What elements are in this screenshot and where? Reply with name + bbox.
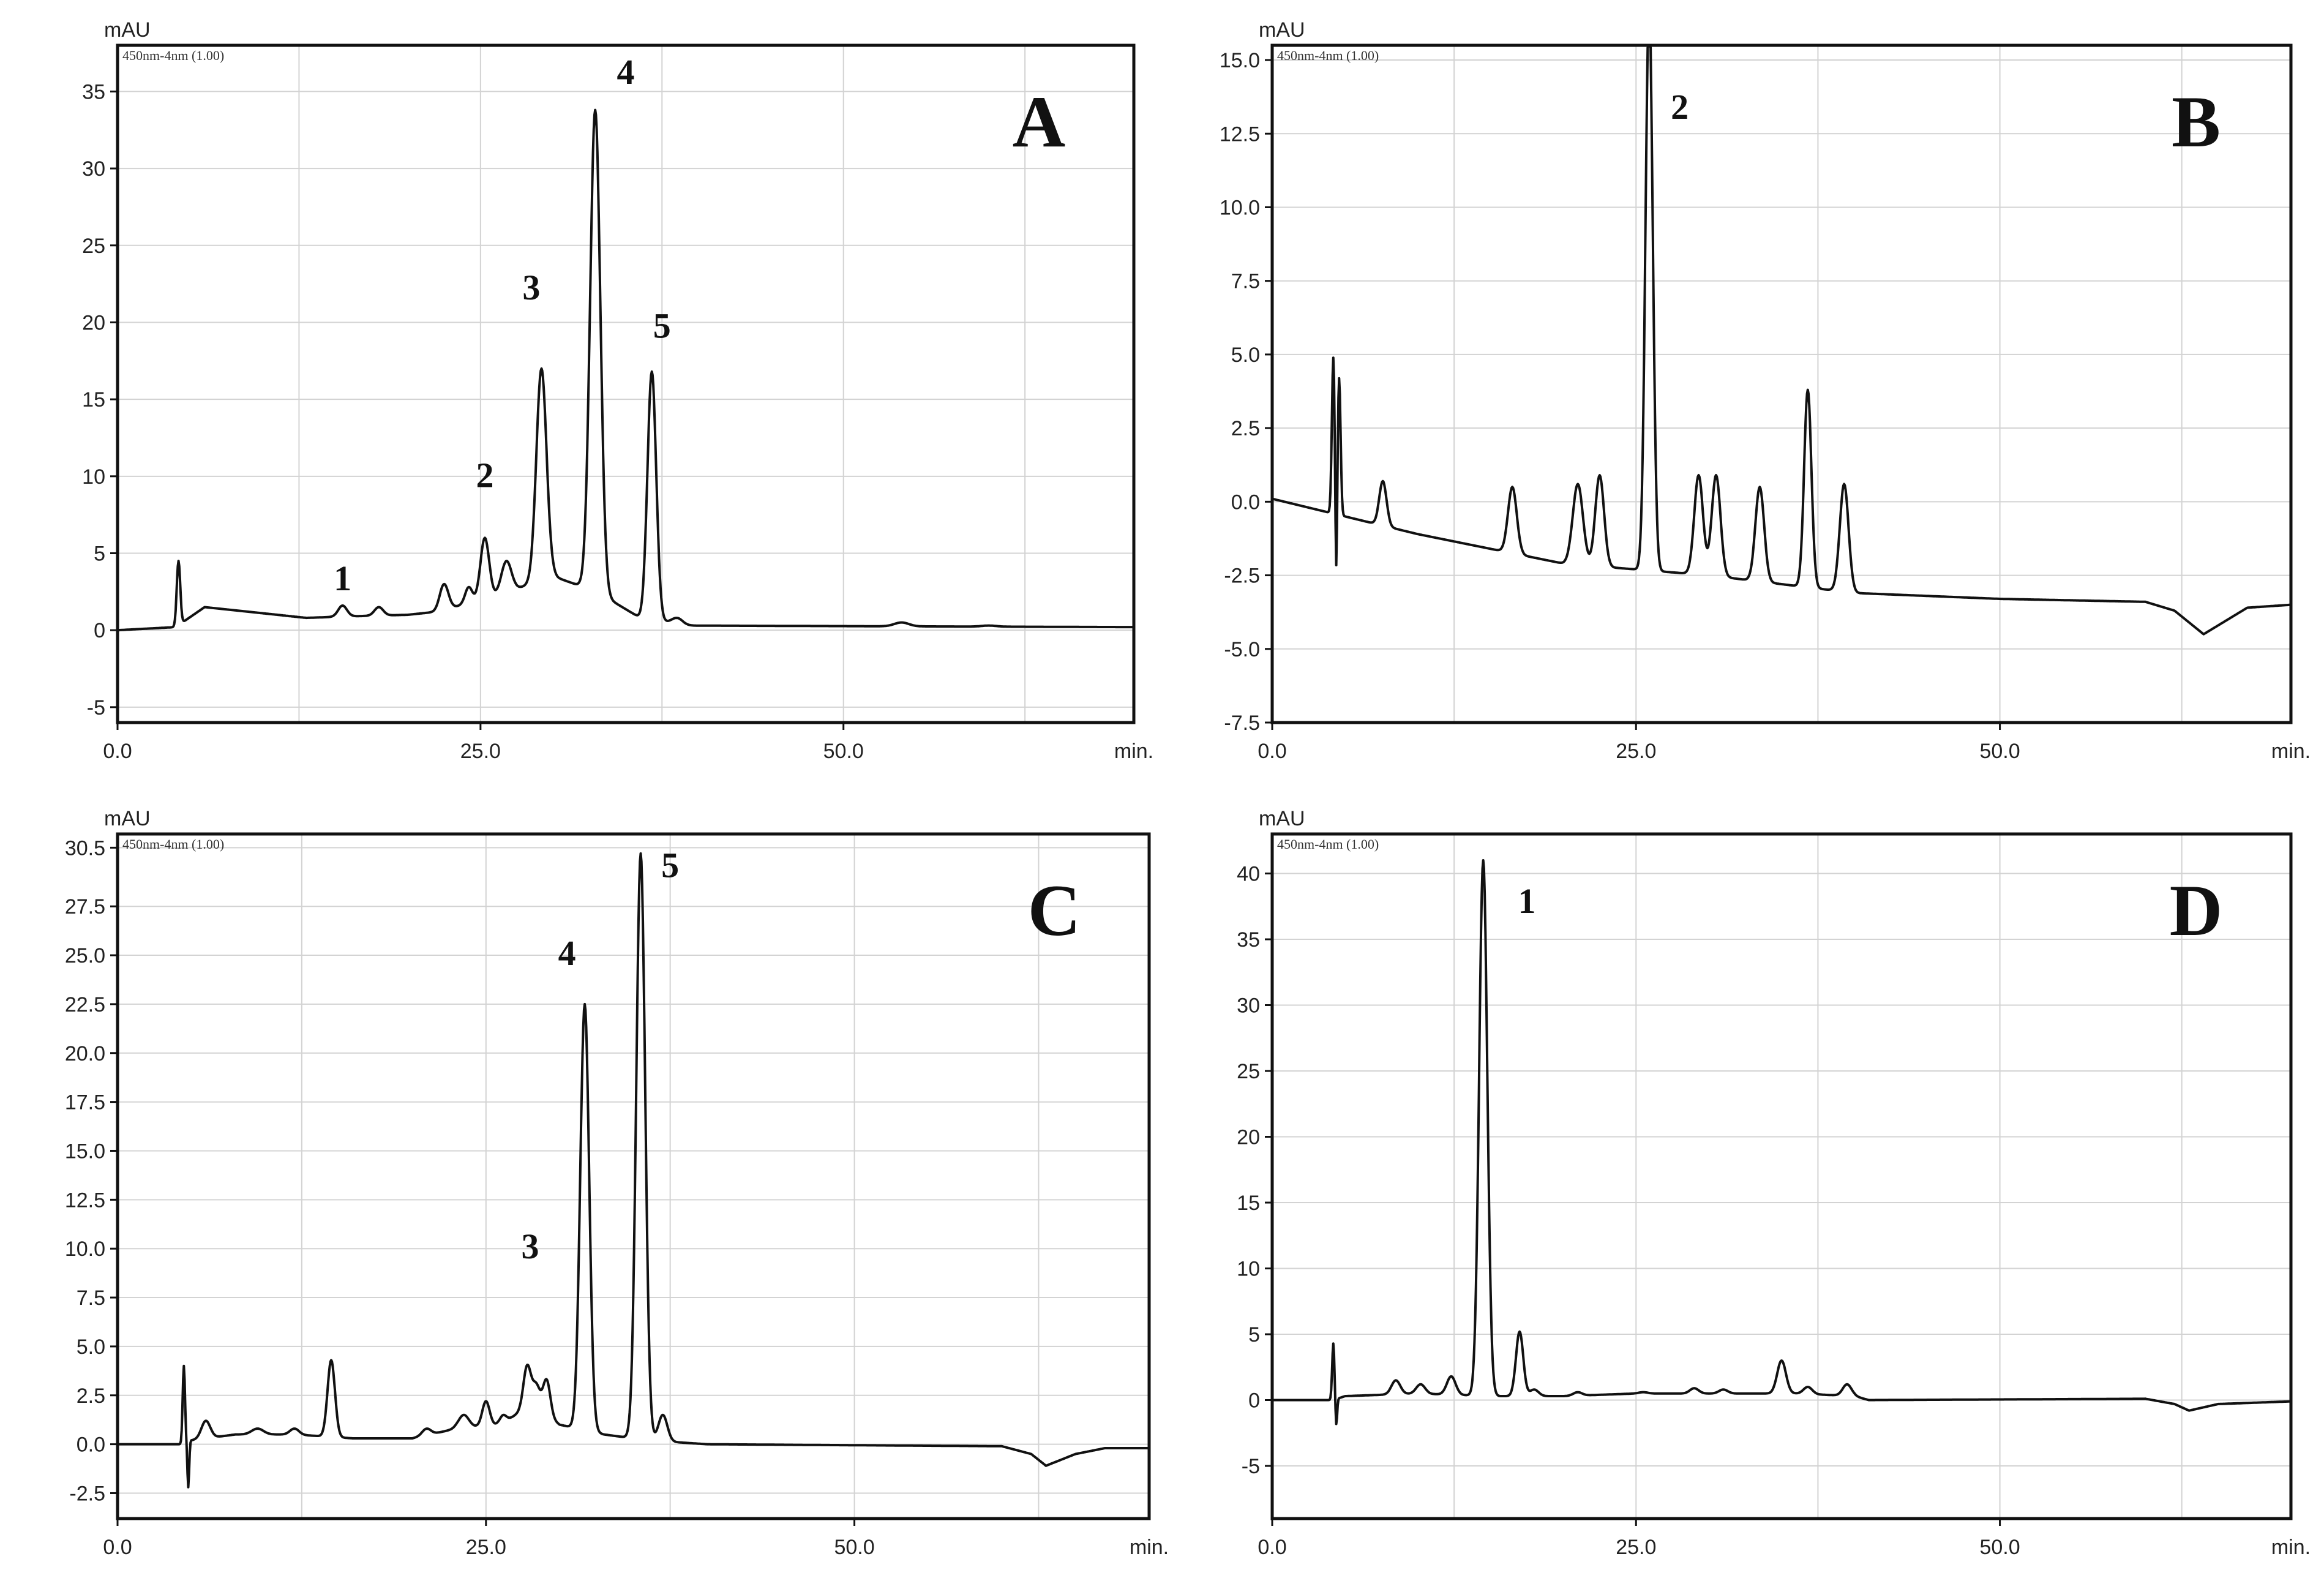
y-tick-label: 30 <box>82 157 105 181</box>
y-tick-label: 35 <box>1237 928 1260 952</box>
peak-label: 5 <box>653 306 671 346</box>
y-tick-label: 15.0 <box>65 1140 105 1163</box>
y-tick-label: 15 <box>82 388 105 411</box>
detector-header: 450nm-4nm (1.00) <box>122 48 224 63</box>
y-tick-label: 10.0 <box>65 1238 105 1261</box>
y-tick-label: 35 <box>82 80 105 103</box>
y-tick-label: 5 <box>94 543 105 566</box>
y-tick-label: 12.5 <box>1220 122 1260 146</box>
y-axis-unit: mAU <box>1259 807 1305 830</box>
y-tick-label: 0.0 <box>77 1433 105 1457</box>
y-tick-label: 22.5 <box>65 993 105 1016</box>
y-tick-label: 30.5 <box>65 836 105 860</box>
panel-c: -2.5 0.0 2.5 5.0 7.5 10.0 12.5 15.0 17.5 20.0 22.5… <box>65 807 1169 1559</box>
x-tick-label: 0.0 <box>1258 740 1286 763</box>
panel-letter: A <box>1013 81 1066 162</box>
y-tick-label: -2.5 <box>69 1482 105 1505</box>
chromatogram-trace <box>117 108 1134 632</box>
peak-label: 1 <box>1518 881 1536 921</box>
plot-frame <box>116 832 1151 1520</box>
y-tick-label: 27.5 <box>65 895 105 918</box>
peak-label: 1 <box>334 558 351 598</box>
x-axis-unit: min. <box>1114 740 1153 763</box>
y-tick-label: -5 <box>87 696 105 719</box>
y-tick-label: 0 <box>94 619 105 642</box>
peak-label: 2 <box>476 455 493 495</box>
chromatogram-trace <box>1272 859 2292 1425</box>
x-tick-label: 50.0 <box>834 1536 874 1559</box>
y-tick-label: 20 <box>1237 1126 1260 1149</box>
detector-header: 450nm-4nm (1.00) <box>122 836 224 852</box>
panel-b: -7.5 -5.0 -2.5 0.0 2.5 5.0 7.5 10.0 12.5 15.0 0.0 2… <box>1220 18 2311 763</box>
y-tick-label: 20 <box>82 311 105 334</box>
x-axis-unit: min. <box>1130 1536 1169 1559</box>
y-tick-label: 30 <box>1237 994 1260 1018</box>
y-tick-label: 25.0 <box>65 944 105 967</box>
y-tick-label: 25 <box>82 235 105 258</box>
y-tick-label: 0 <box>1248 1389 1260 1413</box>
y-tick-label: 10 <box>1237 1258 1260 1281</box>
peak-label: 5 <box>661 845 679 885</box>
panel-letter: B <box>2172 81 2221 162</box>
y-tick-label: 25 <box>1237 1060 1260 1083</box>
y-tick-label: 7.5 <box>77 1286 105 1310</box>
panel-letter: C <box>1028 870 1081 951</box>
y-tick-label: 20.0 <box>65 1042 105 1065</box>
x-tick-label: 25.0 <box>460 740 501 763</box>
y-tick-label: 17.5 <box>65 1091 105 1114</box>
y-axis-unit: mAU <box>104 807 151 830</box>
peak-label: 3 <box>522 1226 539 1266</box>
y-tick-label: 12.5 <box>65 1189 105 1212</box>
x-axis-unit: min. <box>2271 1536 2311 1559</box>
x-tick-label: 0.0 <box>1258 1536 1286 1559</box>
y-tick-label: 2.5 <box>77 1384 105 1408</box>
y-tick-label: -7.5 <box>1224 712 1260 735</box>
y-tick-label: 5.0 <box>77 1335 105 1359</box>
y-axis-unit: mAU <box>1259 18 1305 42</box>
peak-label: 4 <box>558 933 576 973</box>
x-tick-label: 25.0 <box>466 1536 506 1559</box>
y-tick-label: 0.0 <box>1231 490 1260 514</box>
y-tick-label: 7.5 <box>1231 270 1260 293</box>
peak-label: 2 <box>1671 87 1689 127</box>
y-tick-label: 15 <box>1237 1192 1260 1215</box>
y-tick-label: 5 <box>1248 1323 1260 1347</box>
x-tick-label: 0.0 <box>103 1536 132 1559</box>
panel-d: -5 0 5 10 15 20 25 30 35 40 0.0 25.0 50.0 min. mAU 450n… <box>1237 807 2311 1559</box>
y-tick-label: 10 <box>82 465 105 489</box>
x-tick-label: 50.0 <box>823 740 864 763</box>
detector-header: 450nm-4nm (1.00) <box>1277 48 1379 63</box>
plot-frame <box>1270 832 2293 1520</box>
y-tick-label: 40 <box>1237 863 1260 886</box>
panel-letter: D <box>2170 870 2223 951</box>
y-tick-label: 15.0 <box>1220 49 1260 72</box>
x-axis-unit: min. <box>2271 740 2311 763</box>
plot-frame <box>1270 43 2293 724</box>
x-tick-label: 50.0 <box>1979 740 2020 763</box>
y-tick-label: 2.5 <box>1231 417 1260 440</box>
y-tick-label: 5.0 <box>1231 344 1260 367</box>
x-tick-label: 0.0 <box>103 740 132 763</box>
y-tick-label: -5.0 <box>1224 638 1260 661</box>
detector-header: 450nm-4nm (1.00) <box>1277 836 1379 852</box>
y-axis-unit: mAU <box>104 18 151 42</box>
plot-frame <box>116 43 1136 724</box>
x-tick-label: 25.0 <box>1616 740 1656 763</box>
peak-label: 3 <box>522 268 540 307</box>
chromatogram-trace <box>1272 44 2292 636</box>
x-tick-label: 25.0 <box>1616 1536 1656 1559</box>
y-tick-label: -5 <box>1242 1455 1260 1478</box>
chromatogram-trace <box>117 852 1150 1489</box>
y-tick-label: -2.5 <box>1224 565 1260 588</box>
y-tick-label: 10.0 <box>1220 196 1260 219</box>
peak-label: 4 <box>617 52 635 92</box>
x-tick-label: 50.0 <box>1979 1536 2020 1559</box>
